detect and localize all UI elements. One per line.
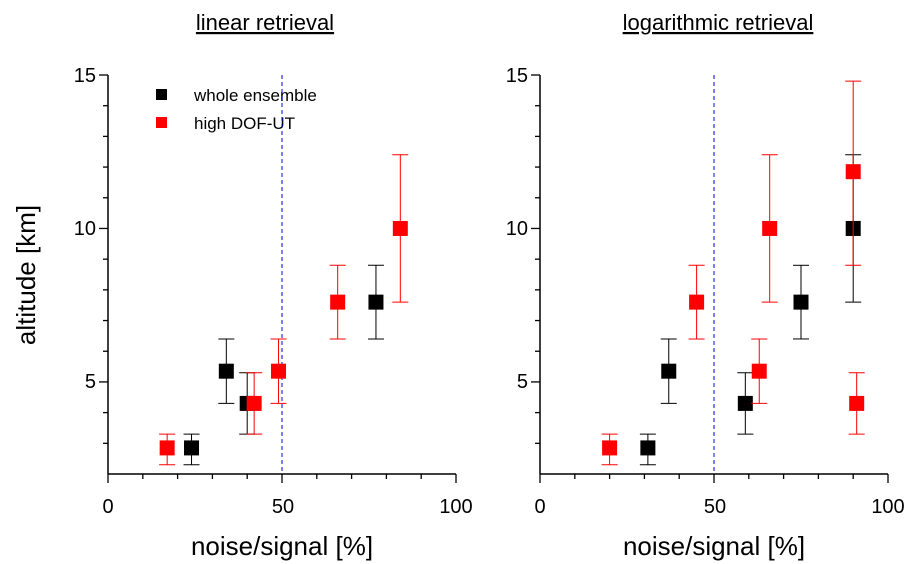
x-axis-label-linear: noise/signal [%] bbox=[191, 531, 373, 561]
y-tick-label-log-5: 5 bbox=[517, 371, 528, 393]
panel2-whole-ensemble-point-2 bbox=[737, 395, 753, 411]
chart-title-linear: linear retrieval bbox=[196, 10, 334, 35]
panel1-high-dof-ut-point-2 bbox=[271, 363, 287, 379]
legend-label-high-dof-ut: high DOF-UT bbox=[194, 114, 295, 133]
x-axis-label-logarithmic: noise/signal [%] bbox=[623, 531, 805, 561]
panel1-high-dof-ut-point-3 bbox=[330, 294, 346, 310]
panel2-whole-ensemble-point-1 bbox=[661, 363, 677, 379]
panel1-high-dof-ut-point-4 bbox=[392, 220, 408, 236]
x-tick-label-linear-50: 50 bbox=[272, 496, 294, 518]
panel2-high-dof-ut-point-2 bbox=[751, 363, 767, 379]
legend-marker-whole-ensemble bbox=[156, 89, 167, 100]
legend-label-whole-ensemble: whole ensemble bbox=[193, 86, 317, 105]
legend-marker-high-dof-ut bbox=[156, 117, 167, 128]
chart-marks bbox=[99, 74, 889, 483]
x-tick-label-linear-0: 0 bbox=[102, 496, 113, 518]
panel1-whole-ensemble-point-1 bbox=[218, 363, 234, 379]
panel2-high-dof-ut-point-1 bbox=[689, 294, 705, 310]
y-tick-label-log-10: 10 bbox=[506, 218, 528, 240]
x-tick-label-log-50: 50 bbox=[704, 496, 726, 518]
panel2-high-dof-ut-point-0 bbox=[602, 440, 618, 456]
y-tick-label-linear-15: 15 bbox=[74, 65, 96, 87]
x-tick-label-log-0: 0 bbox=[534, 496, 545, 518]
panel1-whole-ensemble-point-0 bbox=[184, 440, 200, 456]
x-tick-label-log-100: 100 bbox=[871, 496, 904, 518]
y-tick-label-linear-5: 5 bbox=[85, 371, 96, 393]
panel1-high-dof-ut-point-1 bbox=[246, 395, 262, 411]
panel2-whole-ensemble-point-3 bbox=[793, 294, 809, 310]
y-tick-label-linear-10: 10 bbox=[74, 218, 96, 240]
chart-title-logarithmic: logarithmic retrieval bbox=[623, 10, 814, 35]
panel2-high-dof-ut-point-3 bbox=[762, 220, 778, 236]
panel2-high-dof-ut-point-5 bbox=[849, 395, 865, 411]
panel2-high-dof-ut-point-4 bbox=[845, 164, 861, 180]
y-tick-label-log-15: 15 bbox=[506, 65, 528, 87]
panel1-high-dof-ut-point-0 bbox=[159, 440, 175, 456]
panel2-whole-ensemble-point-0 bbox=[640, 440, 656, 456]
x-tick-label-linear-100: 100 bbox=[439, 496, 472, 518]
panel1-whole-ensemble-point-3 bbox=[368, 294, 384, 310]
y-axis-label: altitude [km] bbox=[11, 205, 41, 345]
